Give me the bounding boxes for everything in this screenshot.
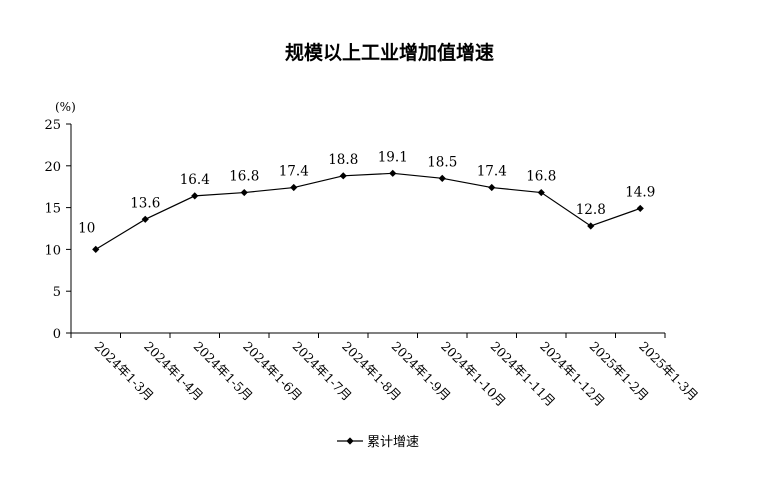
data-label: 17.4 bbox=[279, 164, 309, 180]
data-point-marker bbox=[438, 174, 446, 182]
legend: 累计增速 bbox=[337, 435, 419, 450]
data-label: 19.1 bbox=[378, 149, 408, 165]
y-tick-label: 15 bbox=[44, 202, 61, 217]
data-label: 12.8 bbox=[576, 202, 606, 218]
legend-marker bbox=[346, 437, 354, 445]
data-point-marker bbox=[290, 183, 298, 192]
x-axis-ticks: 2024年1-3月2024年1-4月2024年1-5月2024年1-6月2024… bbox=[70, 333, 701, 409]
data-point-marker bbox=[240, 188, 248, 197]
data-point-marker bbox=[92, 245, 100, 253]
data-labels: 10 13.6 16.4 16.8 17.4 18.8 19.1 18.5 17.4 16.8 12… bbox=[78, 149, 655, 236]
data-point-marker bbox=[389, 169, 397, 177]
data-label: 16.8 bbox=[526, 169, 556, 185]
y-tick-label: 0 bbox=[53, 327, 61, 342]
data-label: 18.8 bbox=[328, 152, 358, 168]
data-label: 13.6 bbox=[130, 195, 160, 211]
data-label: 16.8 bbox=[229, 169, 259, 185]
series-line bbox=[95, 172, 641, 250]
y-axis-ticks: 0 5 10 15 20 25 bbox=[44, 118, 71, 342]
data-label: 17.4 bbox=[477, 164, 507, 180]
axes: (%) bbox=[55, 100, 665, 334]
data-label: 10 bbox=[78, 220, 95, 236]
data-label: 14.9 bbox=[625, 184, 655, 200]
data-label: 18.5 bbox=[427, 154, 457, 170]
data-point-marker bbox=[141, 215, 149, 223]
data-point-marker bbox=[537, 188, 545, 197]
y-tick-label: 25 bbox=[44, 118, 61, 133]
y-tick-label: 5 bbox=[53, 285, 61, 300]
chart-title: 规模以上工业增加值增速 bbox=[284, 42, 494, 64]
data-point-marker bbox=[339, 172, 347, 180]
y-tick-label: 10 bbox=[44, 243, 61, 258]
data-point-marker bbox=[636, 204, 644, 213]
data-point-marker bbox=[488, 183, 496, 192]
data-label: 16.4 bbox=[180, 172, 210, 188]
data-point-marker bbox=[587, 222, 595, 230]
series-group bbox=[92, 169, 644, 253]
y-tick-label: 20 bbox=[44, 160, 61, 175]
y-axis-unit: (%) bbox=[55, 100, 76, 114]
legend-label: 累计增速 bbox=[367, 435, 419, 450]
data-point-marker bbox=[191, 192, 199, 200]
